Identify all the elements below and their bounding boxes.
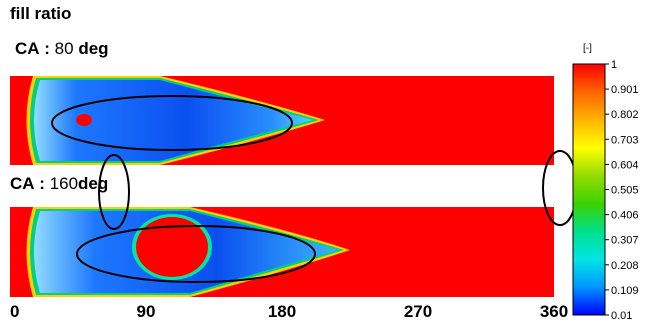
colorbar-tick-label: 0.307 — [611, 235, 639, 247]
colorbar-unit: [-] — [583, 43, 592, 54]
colorbar-tick-label: 0.604 — [611, 159, 639, 171]
ca-unit-bottom: deg — [78, 174, 108, 193]
annotation-ellipse-colorbar — [543, 151, 577, 225]
ca-label-bottom: CA : 160deg — [10, 174, 108, 194]
colorbar-tick-label: 0.703 — [611, 134, 639, 146]
colorbar-gradient — [573, 64, 605, 315]
colorbar: [-] 1 0.901 0.802 0.703 0.604 0.505 0.406 0.307… — [573, 43, 639, 322]
colorbar-tick-label: 1 — [611, 59, 617, 71]
ca-value-bottom: 160 — [50, 174, 78, 193]
colorbar-ticks: 1 0.901 0.802 0.703 0.604 0.505 0.406 0.307 0.20… — [605, 59, 639, 322]
panel-top-red-spot — [76, 114, 92, 126]
x-tick-label: 360 — [540, 302, 568, 321]
colorbar-tick-label: 0.505 — [611, 185, 639, 197]
colorbar-tick-label: 0.406 — [611, 210, 639, 222]
colorbar-tick-label: 0.901 — [611, 84, 639, 96]
x-axis: 0 90 180 270 360 — [10, 302, 568, 321]
colorbar-tick-label: 0.01 — [611, 310, 632, 322]
panel-top — [10, 76, 554, 165]
colorbar-tick-label: 0.802 — [611, 109, 639, 121]
colorbar-tick-label: 0.109 — [611, 285, 639, 297]
x-tick-label: 270 — [404, 302, 432, 321]
ca-prefix-bottom: CA : — [10, 174, 50, 193]
x-tick-label: 180 — [268, 302, 296, 321]
x-tick-label: 90 — [137, 302, 156, 321]
panel-bottom — [10, 207, 554, 297]
colorbar-tick-label: 0.208 — [611, 260, 639, 272]
x-tick-label: 0 — [10, 302, 19, 321]
